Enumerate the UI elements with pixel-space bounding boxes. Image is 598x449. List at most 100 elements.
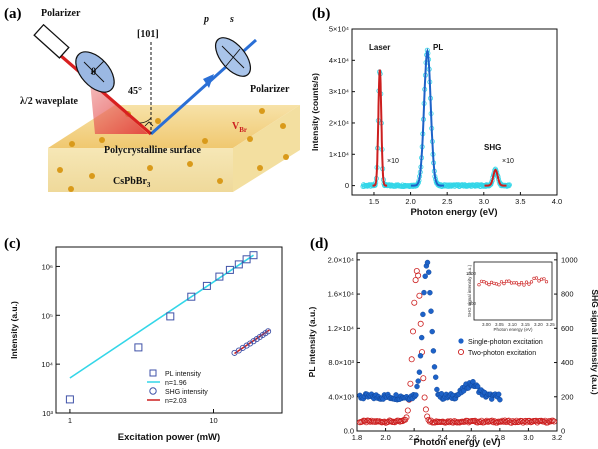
direction-label: [101] [137,29,159,40]
d-two-photon-point [424,413,431,420]
b-data-point [506,183,512,189]
legend-shg-marker [149,387,157,395]
b-xtick-label: 1.5 [369,197,379,206]
d-two-photon-point [416,292,423,299]
d-two-photon-point [411,299,418,306]
crystal-label: CsPbBr3 [113,176,151,189]
c-xtick-label: 10 [209,416,217,425]
chart-b-xlabel: Photon energy (eV) [410,207,497,218]
inset-point [527,282,531,286]
c-pl-point [202,281,211,290]
waveplate [75,51,115,93]
c-ytick-label: 10³ [42,409,53,418]
d-two-photon-point [403,414,410,421]
c-pl-point [65,395,74,404]
chart-d-xlabel: Photon energy (eV) [413,437,500,448]
c-pl-point [166,312,175,321]
chart-d-frame [356,252,558,432]
chart-b-annotation-x10-laser: ×10 [387,158,399,165]
theta-label: θ [91,67,96,78]
chart-d-inset: 1000 800 3.00 3.05 3.10 3.15 3.20 3.25 Ph… [466,261,555,332]
c-pl-point [234,260,243,269]
p-label: p [203,14,209,25]
d-ytick-label: 1.2×10⁴ [328,324,354,333]
d-single-photon-point [413,392,419,398]
d-single-photon-point [414,383,420,390]
d-single-photon-point [433,374,439,380]
panel-d-label: (d) [310,236,328,252]
surface-label: Polycrystalline surface [104,145,201,156]
chart-c-frame [55,246,283,414]
d-two-photon-point [413,267,420,274]
b-fit-shg [484,168,507,187]
legend-pl-label: PL intensity [165,371,201,378]
b-ytick-label: 1×10⁴ [329,150,349,159]
output-polarizer-label: Polarizer [250,84,290,95]
c-shg-point [253,336,260,343]
d-single-photon-point [422,273,428,279]
legend-single-label: Single-photon excitation [468,339,543,346]
d-two-photon-point [421,394,428,401]
inset-point [502,282,506,286]
inset-point [519,281,524,285]
d-single-photon-point [428,308,434,314]
b-fit-laser [372,69,388,187]
c-ytick-label: 10⁶ [42,262,53,271]
d-ytick-right-label: 800 [561,290,574,299]
panel-b: (b) 1.5 2.0 2.5 3.0 3.5 4.0 0 1×10⁴ 2×10⁴ 3×10⁴ 4×… [310,6,562,218]
chart-b-annotation-x10-shg: ×10 [502,158,514,165]
d-ytick-label: 0.0 [344,427,354,436]
d-ytick-right-label: 200 [561,392,574,401]
d-two-photon-point [417,320,424,327]
inset-point [537,279,541,283]
inset-ytick-800: 800 [468,301,476,306]
inset-point [514,281,519,285]
inset-point [497,283,501,287]
b-fit-pl [410,47,444,187]
d-xtick-label: 3.0 [523,433,533,442]
chart-b-frame [351,28,558,196]
d-single-photon-point [430,348,437,354]
inset-point [544,280,549,284]
d-two-photon-point [549,417,556,424]
inset-point [522,283,526,287]
chart-d-ylabel-right: SHG signal intensity (a.u.) [590,289,598,394]
inset-xlabel: Photon energy (eV) [493,327,533,332]
inset-point [487,283,491,287]
d-two-photon-point [547,418,554,425]
chart-b-annotation-laser: Laser [369,43,390,52]
b-xtick-label: 2.5 [442,197,452,206]
d-single-photon-point [426,269,432,275]
b-xtick-label: 4.0 [552,197,562,206]
d-ytick-right-label: 600 [561,324,574,333]
angle-arc [139,117,152,124]
d-two-photon-point [407,380,414,387]
b-ytick-label: 3×10⁴ [329,87,349,96]
legend-n196-label: n=1.96 [165,380,187,387]
d-xtick-label: 1.8 [352,433,362,442]
b-xtick-label: 3.0 [479,197,489,206]
d-single-photon-point [421,289,427,296]
inset-ylabel: SHG signal intensity (a.u.) [467,264,472,317]
inset-point [477,283,481,287]
inset-frame [473,261,553,321]
d-single-photon-point [424,259,431,266]
d-two-photon-point [544,419,551,426]
d-single-photon-point [417,353,424,359]
d-two-photon-point [412,277,419,284]
reflected-arrowhead [203,74,214,88]
b-xtick-label: 2.0 [405,197,415,206]
d-two-photon-point [551,418,558,425]
inset-xtick-2: 3.10 [508,322,517,327]
d-xtick-label: 2.2 [409,433,419,442]
d-two-photon-point [538,417,545,424]
panel-d: (d) 1.8 2.0 2.2 2.4 2.6 2.8 3.0 3.2 0.0 4.0×10³ 8.… [307,236,598,448]
inset-ytick-1000: 1000 [466,271,477,276]
chart-d-legend: Single-photon excitation Two-photon exci… [457,338,543,357]
d-single-photon-point [431,364,438,370]
c-shg-point [250,338,257,345]
b-ytick-label: 5×10⁴ [329,25,349,34]
d-ytick-label: 4.0×10³ [328,392,354,401]
inset-xtick-0: 3.00 [482,322,491,327]
